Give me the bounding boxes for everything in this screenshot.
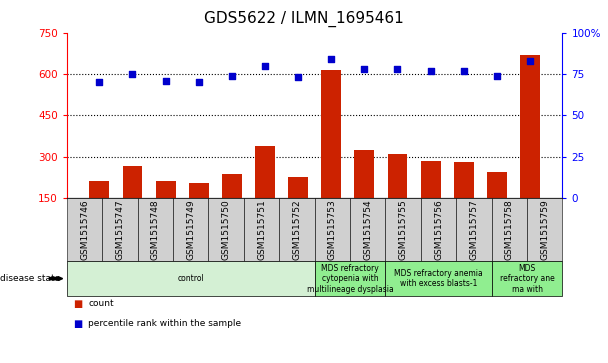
Bar [156, 181, 176, 239]
Text: MDS refractory anemia
with excess blasts-1: MDS refractory anemia with excess blasts… [394, 269, 483, 288]
Text: GSM1515756: GSM1515756 [434, 199, 443, 260]
Bar [255, 146, 275, 239]
Point [359, 66, 369, 72]
Bar [89, 181, 109, 239]
Text: GSM1515758: GSM1515758 [505, 199, 514, 260]
Text: GSM1515746: GSM1515746 [80, 199, 89, 260]
Point [260, 63, 270, 69]
Text: GSM1515759: GSM1515759 [540, 199, 549, 260]
Point [94, 79, 104, 85]
Text: GSM1515751: GSM1515751 [257, 199, 266, 260]
Point [426, 68, 435, 74]
Bar [454, 162, 474, 239]
Bar [421, 161, 441, 239]
Point [128, 71, 137, 77]
Text: control: control [178, 274, 204, 283]
Bar [354, 150, 375, 239]
Point [194, 79, 204, 85]
Text: percentile rank within the sample: percentile rank within the sample [88, 319, 241, 329]
Text: GSM1515749: GSM1515749 [186, 199, 195, 260]
Bar [487, 172, 506, 239]
Text: GSM1515748: GSM1515748 [151, 199, 160, 260]
Point [525, 58, 535, 64]
Text: GSM1515757: GSM1515757 [469, 199, 478, 260]
Point [293, 74, 303, 80]
Point [492, 73, 502, 78]
Text: GDS5622 / ILMN_1695461: GDS5622 / ILMN_1695461 [204, 11, 404, 27]
Point [459, 68, 469, 74]
Text: ■: ■ [73, 319, 82, 330]
Text: count: count [88, 299, 114, 309]
Text: MDS
refractory ane
ma with: MDS refractory ane ma with [500, 264, 554, 294]
Bar [387, 154, 407, 239]
Text: GSM1515753: GSM1515753 [328, 199, 337, 260]
Text: ■: ■ [73, 299, 82, 310]
Text: GSM1515754: GSM1515754 [363, 199, 372, 260]
Text: GSM1515755: GSM1515755 [399, 199, 407, 260]
Text: GSM1515752: GSM1515752 [292, 199, 302, 260]
Point [227, 73, 237, 78]
Point [326, 56, 336, 62]
Text: MDS refractory
cytopenia with
multilineage dysplasia: MDS refractory cytopenia with multilinea… [306, 264, 393, 294]
Point [393, 66, 402, 72]
Bar [520, 55, 540, 239]
Point [161, 78, 170, 83]
Bar [188, 183, 209, 239]
Bar [222, 175, 242, 239]
Text: GSM1515750: GSM1515750 [222, 199, 230, 260]
Text: GSM1515747: GSM1515747 [116, 199, 125, 260]
Text: disease state: disease state [0, 274, 60, 283]
Bar [123, 166, 142, 239]
Bar [288, 177, 308, 239]
Bar [321, 70, 341, 239]
